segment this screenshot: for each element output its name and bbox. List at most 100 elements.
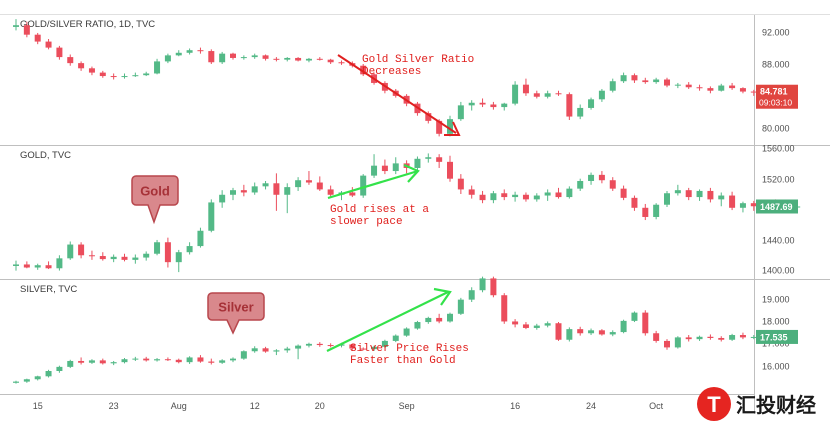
candle-body (642, 80, 649, 83)
candle (360, 174, 367, 198)
rise-arrow (327, 169, 419, 200)
candle-body (750, 91, 757, 93)
candle (164, 53, 171, 64)
candle-body (718, 85, 725, 91)
x-tick-label: Sep (399, 401, 415, 411)
candle-body (132, 75, 139, 77)
candle-body (664, 79, 670, 86)
candle (273, 173, 280, 211)
candle-body (739, 335, 746, 338)
candle-body (479, 194, 486, 201)
candle-body (154, 359, 161, 361)
candle (186, 356, 193, 364)
candle (664, 77, 670, 88)
candle (479, 98, 486, 108)
candle (414, 320, 421, 330)
candle-body (154, 242, 161, 254)
candle-body (533, 195, 540, 200)
candle (425, 111, 432, 124)
candle (642, 77, 649, 84)
candle-body (197, 357, 204, 362)
candle (403, 327, 410, 337)
candle-body (132, 257, 139, 260)
candle-body (67, 360, 74, 367)
candle-body (566, 188, 573, 198)
candle (132, 72, 139, 77)
candle (642, 203, 649, 221)
candle-body (45, 41, 52, 48)
candle (609, 177, 616, 191)
candle (273, 57, 280, 62)
candle-body (718, 195, 725, 200)
rise-arrow-head (433, 287, 452, 306)
candle (56, 255, 63, 271)
candle-body (240, 351, 247, 359)
candle-body (132, 358, 139, 360)
candle-body (555, 323, 562, 340)
candle (186, 48, 193, 55)
y-tick-label: 1440.00 (762, 236, 795, 246)
candle (479, 190, 486, 204)
candle (251, 182, 258, 195)
candle-body (674, 337, 681, 348)
candle (219, 359, 226, 364)
candle-body (479, 102, 486, 105)
candle-body (696, 87, 703, 89)
candle (164, 237, 171, 268)
candle (598, 171, 605, 184)
candle-body (349, 192, 356, 196)
candle (620, 72, 627, 83)
candle-body (273, 183, 280, 195)
candle-body (566, 94, 573, 117)
candle (208, 49, 215, 64)
candle (175, 249, 182, 273)
candle-body (262, 183, 269, 187)
candle (457, 174, 464, 195)
candle-body (34, 265, 41, 268)
candle (707, 187, 714, 203)
candle (208, 199, 215, 233)
candle (490, 101, 497, 110)
y-tick-label: 16.000 (762, 362, 790, 372)
candle (99, 70, 106, 78)
candle (99, 252, 106, 261)
candle (208, 358, 215, 365)
candle-body (631, 75, 638, 81)
candle-body (338, 62, 345, 64)
candle (696, 189, 703, 201)
candle-body (327, 189, 334, 195)
candle-body (457, 105, 464, 120)
candle (262, 180, 269, 190)
candle-body (99, 72, 106, 77)
candle-body (729, 85, 736, 89)
candle (99, 358, 106, 365)
candle (56, 365, 63, 373)
candle-body (653, 204, 660, 217)
candle (588, 328, 595, 336)
last-price-value: 1487.69 (760, 202, 793, 212)
candle-body (371, 165, 378, 176)
pane-title: GOLD/SILVER RATIO, 1D, TVC (20, 19, 155, 30)
candle-body (609, 180, 616, 189)
candle (262, 346, 269, 353)
candle-body (512, 321, 519, 325)
candle-body (436, 317, 443, 322)
candle-body (598, 174, 605, 181)
candle-body (729, 335, 736, 340)
candle (631, 73, 638, 83)
candle (175, 50, 182, 57)
candle-body (360, 175, 367, 196)
candle-body (598, 330, 605, 335)
y-tick-label: 19.000 (762, 295, 790, 305)
candle-body (13, 25, 19, 27)
candle (544, 321, 551, 328)
candle (577, 104, 584, 120)
candle-body (468, 290, 475, 300)
candle-body (45, 371, 52, 377)
x-tick-label: 15 (33, 401, 43, 411)
candle-body (262, 55, 269, 59)
candle-body (588, 99, 595, 108)
candle (631, 195, 638, 211)
bar-countdown: 09:03:10 (759, 98, 792, 108)
candle-body (284, 57, 291, 60)
